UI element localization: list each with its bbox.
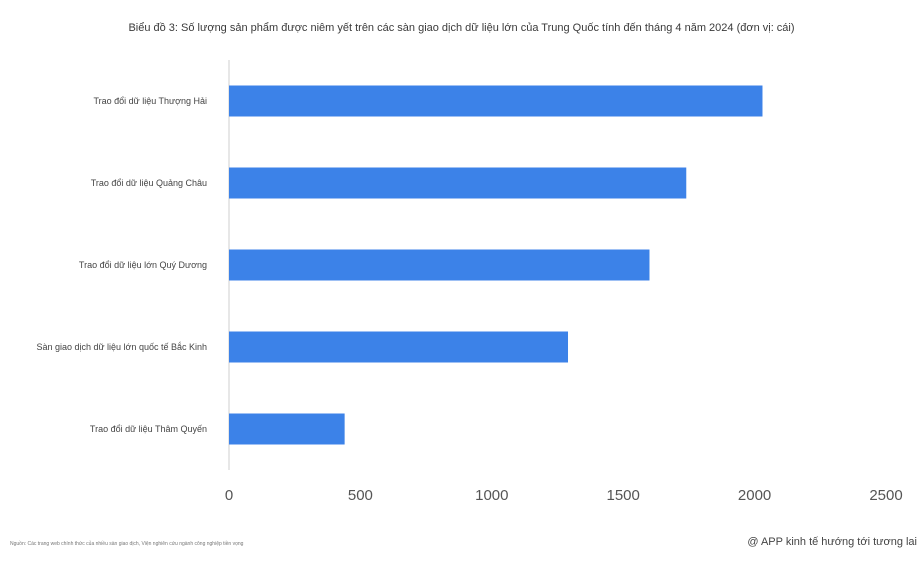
bar	[229, 331, 569, 363]
bar	[229, 413, 345, 445]
x-tick-label: 1500	[607, 487, 640, 504]
x-tick-label: 2500	[869, 487, 902, 504]
x-tick-label: 0	[225, 487, 233, 504]
x-tick-label: 500	[348, 487, 373, 504]
category-label: Trao đổi dữ liệu lớn Quý Dương	[79, 260, 207, 270]
x-tick-label: 1000	[475, 487, 508, 504]
bar	[229, 167, 687, 199]
credit-text: @ APP kinh tế hướng tới tương lai	[747, 536, 917, 548]
category-label: Sàn giao dịch dữ liệu lớn quốc tế Bắc Ki…	[36, 342, 207, 352]
bar	[229, 85, 763, 117]
category-label: Trao đổi dữ liệu Thâm Quyến	[90, 424, 207, 434]
chart-title: Biểu đồ 3: Số lượng sản phẩm được niêm y…	[128, 22, 795, 34]
source-note: Nguồn: Các trang web chính thức của nhiề…	[10, 541, 244, 547]
x-tick-label: 2000	[738, 487, 771, 504]
category-label: Trao đổi dữ liệu Thượng Hải	[93, 96, 207, 106]
bar	[229, 249, 650, 281]
category-label: Trao đổi dữ liệu Quảng Châu	[91, 178, 207, 188]
